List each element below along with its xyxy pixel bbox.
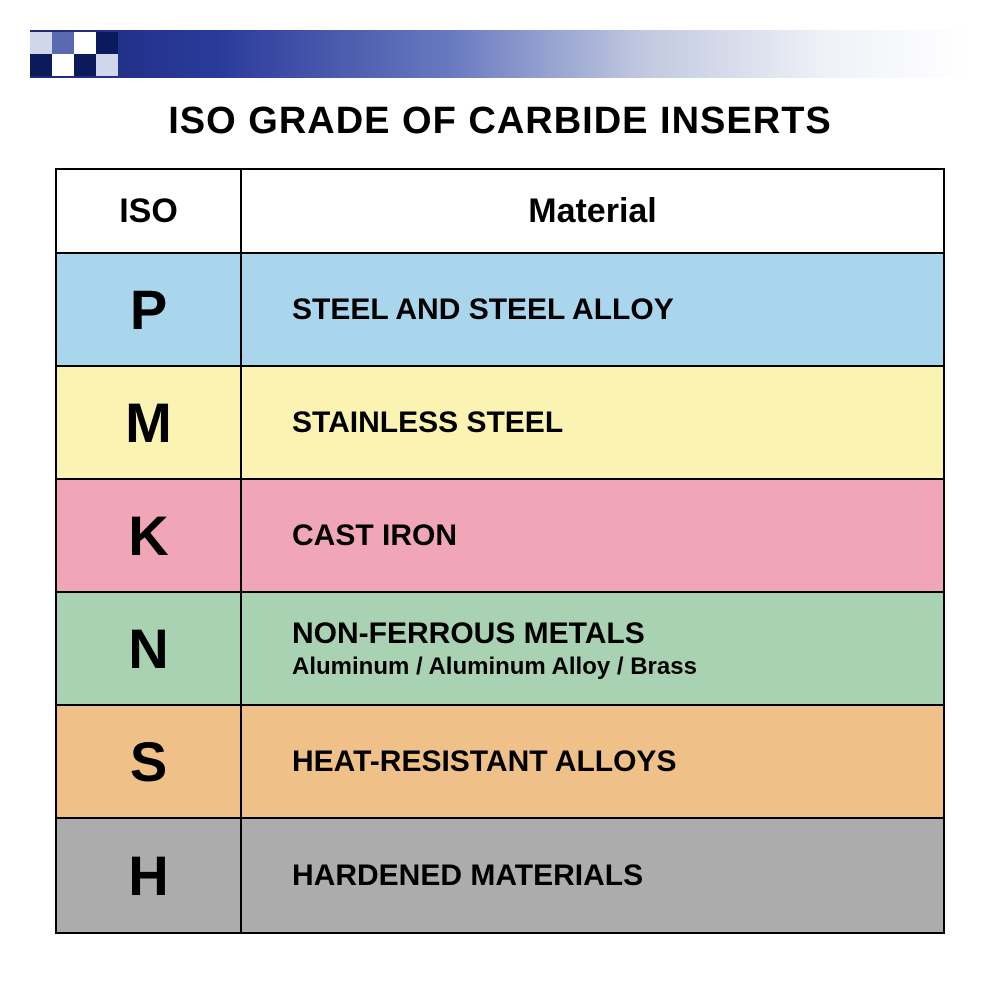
material-name: HARDENED MATERIALS xyxy=(292,859,643,893)
iso-code: S xyxy=(57,706,242,817)
material-name: STEEL AND STEEL ALLOY xyxy=(292,293,674,327)
iso-grade-table: ISO Material P STEEL AND STEEL ALLOY M STAI… xyxy=(55,168,945,934)
iso-code: M xyxy=(57,367,242,478)
iso-code: H xyxy=(57,819,242,932)
table-header-row: ISO Material xyxy=(57,170,943,254)
iso-code: P xyxy=(57,254,242,365)
table-row: M STAINLESS STEEL xyxy=(57,367,943,480)
material-cell: HEAT-RESISTANT ALLOYS xyxy=(242,706,943,817)
table-row: S HEAT-RESISTANT ALLOYS xyxy=(57,706,943,819)
header-pixel-decoration xyxy=(30,18,150,88)
material-name: HEAT-RESISTANT ALLOYS xyxy=(292,745,676,779)
material-name: NON-FERROUS METALS xyxy=(292,617,645,651)
table-row: P STEEL AND STEEL ALLOY xyxy=(57,254,943,367)
header-gradient-bar xyxy=(30,30,970,78)
iso-code: K xyxy=(57,480,242,591)
table-row: NNON-FERROUS METALSAluminum / Aluminum A… xyxy=(57,593,943,706)
iso-code: N xyxy=(57,593,242,704)
table-row: K CAST IRON xyxy=(57,480,943,593)
material-cell: NON-FERROUS METALSAluminum / Aluminum Al… xyxy=(242,593,943,704)
material-cell: STEEL AND STEEL ALLOY xyxy=(242,254,943,365)
page-title: ISO GRADE OF CARBIDE INSERTS xyxy=(0,100,1000,143)
material-name: CAST IRON xyxy=(292,519,457,553)
table-row: H HARDENED MATERIALS xyxy=(57,819,943,932)
material-cell: HARDENED MATERIALS xyxy=(242,819,943,932)
material-subtext: Aluminum / Aluminum Alloy / Brass xyxy=(292,653,697,681)
material-cell: CAST IRON xyxy=(242,480,943,591)
material-cell: STAINLESS STEEL xyxy=(242,367,943,478)
header-material: Material xyxy=(242,170,943,252)
material-name: STAINLESS STEEL xyxy=(292,406,563,440)
header-iso: ISO xyxy=(57,170,242,252)
